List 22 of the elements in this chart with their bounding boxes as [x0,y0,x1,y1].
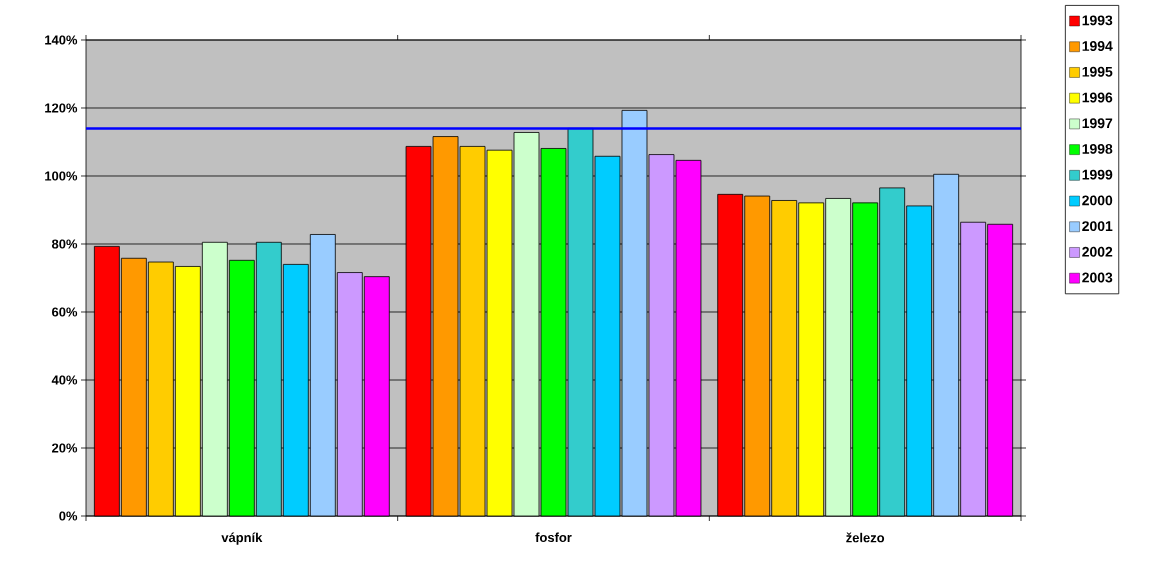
y-tick-label: 20% [52,443,78,453]
legend-label: 2003 [1082,272,1113,283]
y-tick-label: 0% [59,511,78,521]
x-tick-label: fosfor [535,532,572,543]
y-tick-label: 40% [51,375,78,385]
legend-label: 2001 [1082,221,1113,232]
legend-label: 1993 [1082,15,1113,26]
legend-label: 1997 [1082,118,1113,129]
legend-label: 2002 [1082,246,1113,257]
legend-label: 1994 [1082,41,1113,51]
legend-label: 1995 [1082,66,1113,77]
y-tick-label: 80% [51,239,78,249]
legend-label: 2000 [1082,195,1113,206]
y-tick-label: 120% [45,103,78,113]
y-tick-label: 140% [45,35,78,45]
y-tick-label: 100% [45,171,78,181]
legend-label: 1996 [1082,92,1113,103]
legend-label: 1998 [1082,143,1113,154]
x-tick-label: vápník [221,532,263,545]
x-tick-label: železo [846,532,885,543]
y-tick-label: 60% [52,307,78,317]
legend-label: 1999 [1082,169,1113,180]
